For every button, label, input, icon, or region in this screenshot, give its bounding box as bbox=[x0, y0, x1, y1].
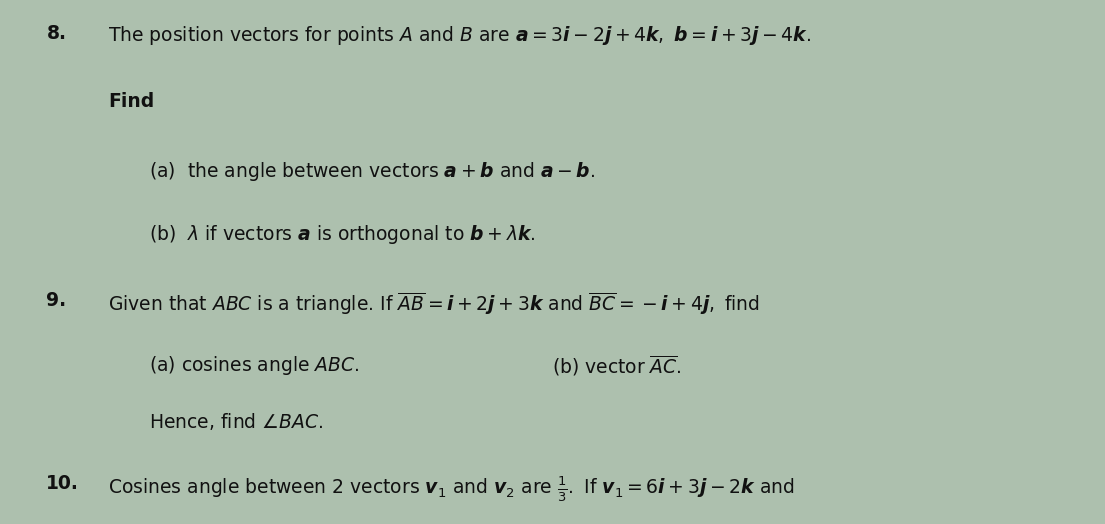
Text: (a) cosines angle $ABC.$: (a) cosines angle $ABC.$ bbox=[149, 354, 360, 377]
Text: The position vectors for points $A$ and $B$ are $\boldsymbol{a} = 3\boldsymbol{i: The position vectors for points $A$ and … bbox=[108, 24, 811, 47]
Text: Hence, find $\angle BAC.$: Hence, find $\angle BAC.$ bbox=[149, 411, 324, 432]
Text: Given that $ABC$ is a triangle. If $\overline{AB} = \boldsymbol{i} + 2\boldsymbo: Given that $ABC$ is a triangle. If $\ove… bbox=[108, 291, 760, 318]
Text: (b)  $\lambda$ if vectors $\boldsymbol{a}$ is orthogonal to $\boldsymbol{b} + \l: (b) $\lambda$ if vectors $\boldsymbol{a}… bbox=[149, 223, 536, 246]
Text: (b) vector $\overline{AC}.$: (b) vector $\overline{AC}.$ bbox=[552, 354, 682, 378]
Text: 9.: 9. bbox=[46, 291, 66, 310]
Text: 8.: 8. bbox=[46, 24, 66, 42]
Text: Cosines angle between 2 vectors $\boldsymbol{v}_1$ and $\boldsymbol{v}_2$ are $\: Cosines angle between 2 vectors $\boldsy… bbox=[108, 474, 794, 504]
Text: 10.: 10. bbox=[46, 474, 80, 493]
Text: Find: Find bbox=[108, 92, 155, 111]
Text: (a)  the angle between vectors $\boldsymbol{a} + \boldsymbol{b}$ and $\boldsymbo: (a) the angle between vectors $\boldsymb… bbox=[149, 160, 596, 183]
